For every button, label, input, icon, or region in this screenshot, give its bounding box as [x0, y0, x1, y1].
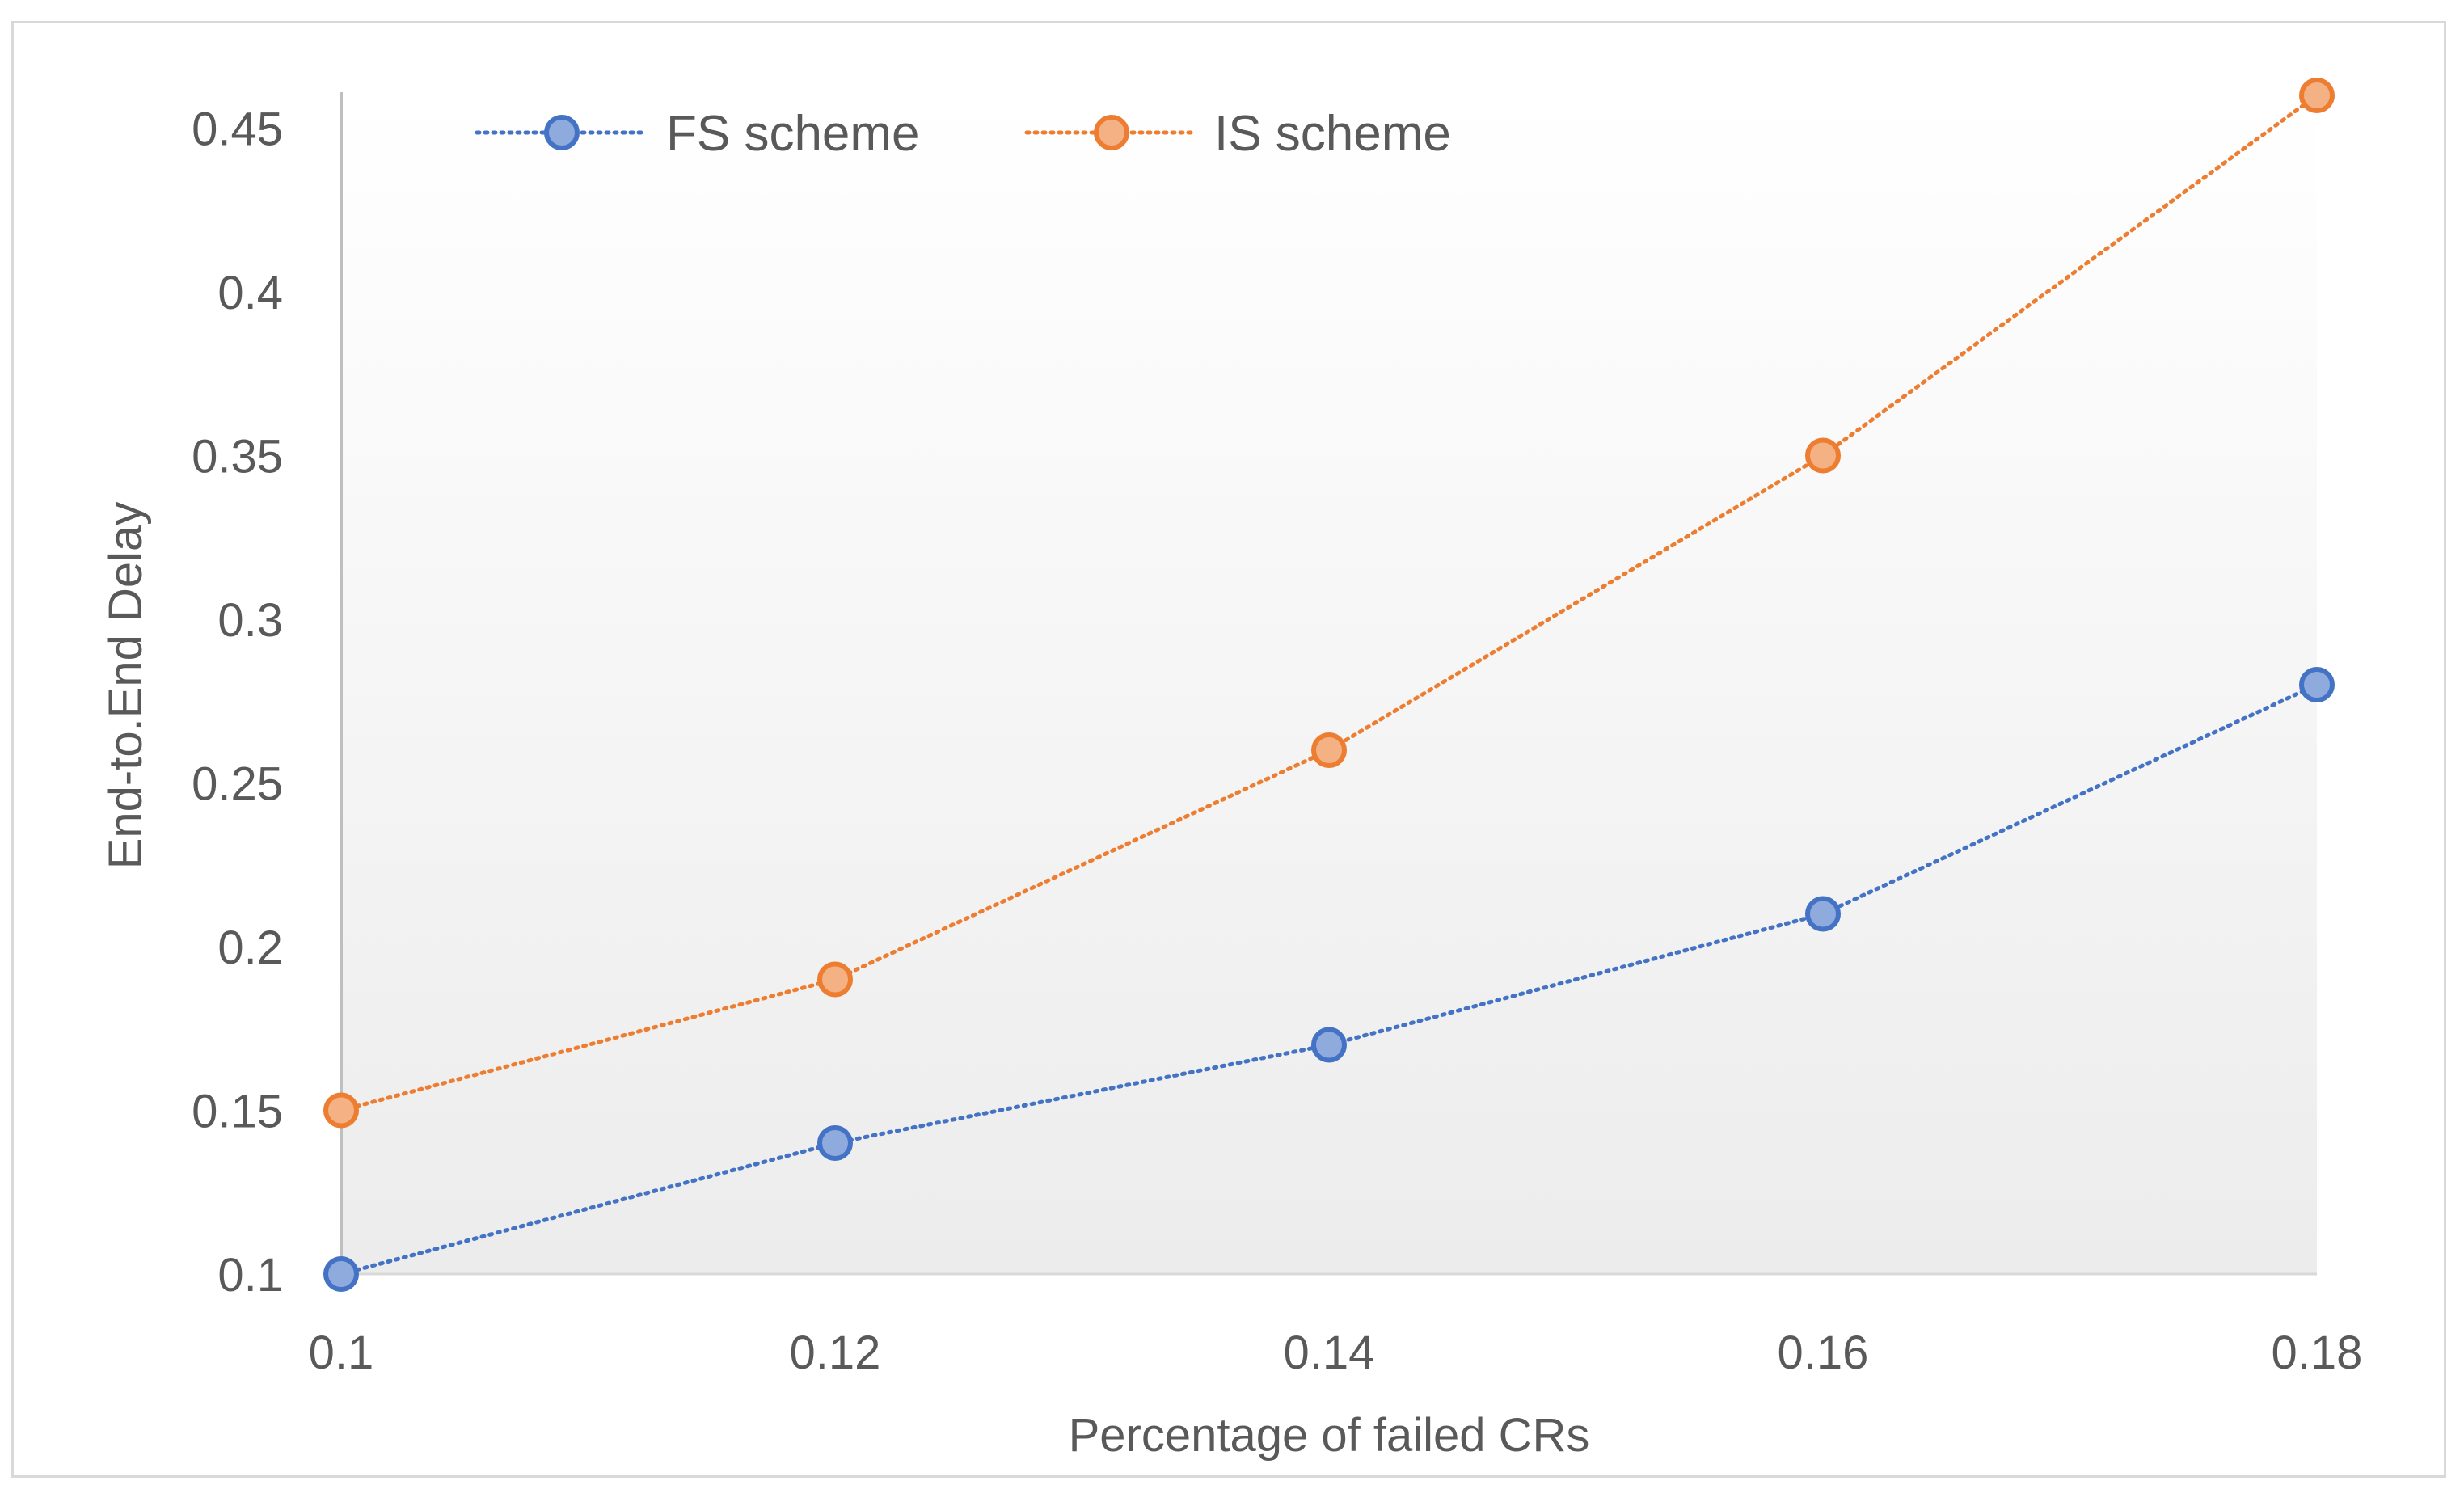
- y-tick-label: 0.4: [217, 267, 283, 319]
- legend-label-fs: FS scheme: [666, 106, 920, 162]
- x-tick-label: 0.18: [2272, 1327, 2363, 1379]
- data-point-fs: [323, 1256, 359, 1292]
- data-point-is: [2299, 78, 2335, 113]
- legend-marker-fs: [544, 115, 580, 150]
- data-point-fs: [2299, 667, 2335, 702]
- plot-area: [341, 95, 2317, 1274]
- y-axis-title: End-to.End Delay: [99, 502, 152, 870]
- x-tick-label: 0.12: [790, 1327, 881, 1379]
- data-point-is: [1805, 437, 1841, 474]
- series-line-is: [339, 93, 2319, 1112]
- data-point-is: [323, 1092, 359, 1129]
- y-tick-label: 0.1: [217, 1249, 283, 1302]
- y-tick-label: 0.25: [192, 758, 283, 811]
- data-point-fs: [1805, 896, 1841, 932]
- y-tick-label: 0.2: [217, 922, 283, 974]
- x-axis-title: Percentage of failed CRs: [1069, 1409, 1590, 1462]
- data-point-is: [1311, 732, 1347, 768]
- y-tick-label: 0.3: [217, 594, 283, 647]
- x-tick-label: 0.1: [309, 1327, 374, 1379]
- y-tick-label: 0.35: [192, 431, 283, 483]
- data-point-fs: [817, 1125, 853, 1161]
- legend-marker-is: [1094, 115, 1129, 150]
- y-tick-label: 0.15: [192, 1086, 283, 1138]
- data-point-is: [817, 961, 853, 998]
- x-tick-label: 0.14: [1284, 1327, 1375, 1379]
- y-tick-label: 0.45: [192, 103, 283, 156]
- x-tick-label: 0.16: [1778, 1327, 1869, 1379]
- legend-label-is: IS scheme: [1214, 106, 1451, 162]
- data-point-fs: [1311, 1027, 1347, 1063]
